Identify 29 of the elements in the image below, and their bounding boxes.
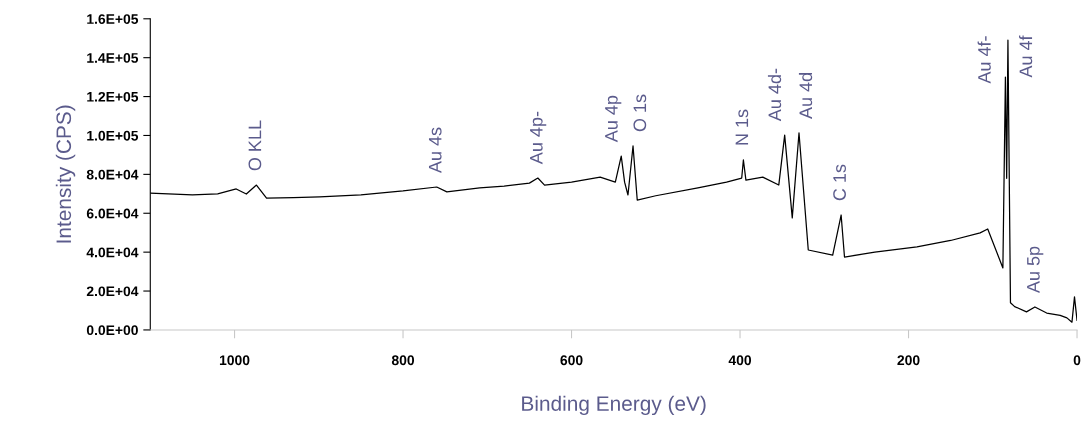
y-tick-label: 8.0E+04 (86, 169, 139, 180)
y-axis-title: Intensity (CPS) (55, 105, 76, 243)
y-tick-label: 1.0E+05 (87, 130, 139, 141)
y-tick-label: 4.0E+04 (86, 247, 139, 258)
x-tick-label: 600 (560, 355, 583, 366)
x-tick-label: 200 (897, 355, 920, 366)
annotation: Au 4f- (977, 36, 991, 84)
annotation: Au 4p- (530, 111, 547, 165)
y-tick-label: 2.0E+04 (86, 286, 139, 297)
annotation: Au 4s (428, 127, 442, 174)
x-tick-label: 1000 (219, 355, 250, 366)
annotation: Au 5p (1027, 246, 1044, 294)
y-tick-label: 6.0E+04 (86, 208, 139, 219)
annotation: Au 4d (798, 73, 813, 120)
annotation: N 1s (735, 109, 749, 145)
x-axis-title: Binding Energy (eV) (522, 395, 706, 416)
y-tick-label: 0.0E+00 (86, 325, 138, 336)
annotation: Au 4d- (767, 68, 782, 122)
annotation: O 1s (633, 94, 647, 132)
y-tick-label: 1.2E+05 (87, 91, 139, 102)
x-tick-label: 800 (391, 355, 415, 366)
x-tick-label: 400 (728, 355, 752, 366)
y-tick-label: 1.4E+05 (87, 53, 139, 63)
annotation: O KLL (248, 120, 262, 171)
annotation: Au 4p (605, 95, 622, 143)
annotation: Au 4f (1018, 35, 1033, 78)
x-tick-label: 0 (1073, 355, 1081, 366)
y-tick-label: 1.6E+05 (87, 14, 139, 24)
annotation: C 1s (833, 164, 846, 201)
